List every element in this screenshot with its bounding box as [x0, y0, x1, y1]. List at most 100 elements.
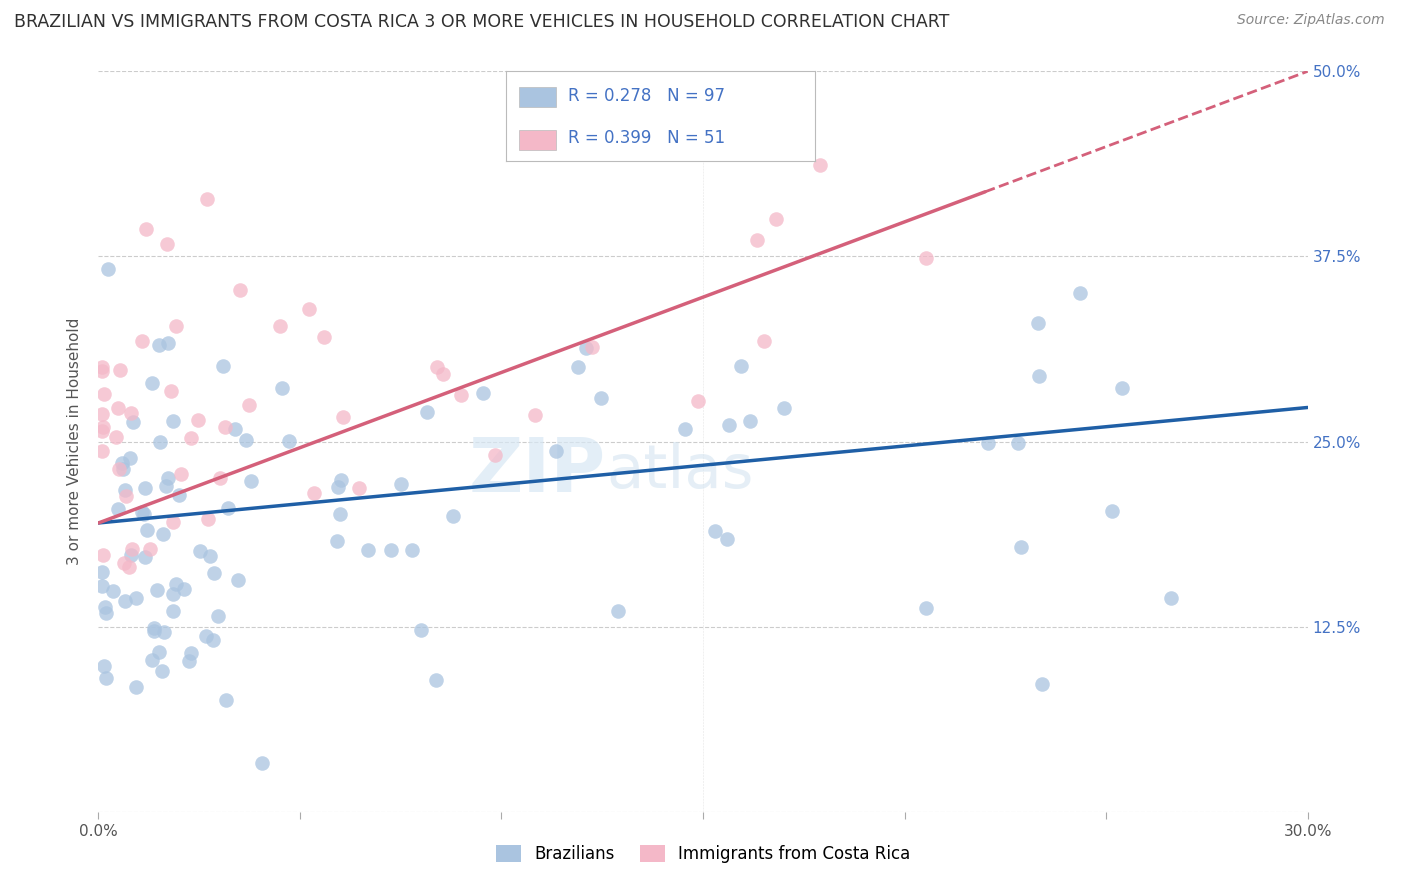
Point	[91, 407, 114, 421]
Point	[91, 565, 114, 579]
Point	[567, 359, 589, 374]
Point	[107, 401, 129, 416]
Point	[111, 462, 134, 476]
Point	[124, 681, 146, 695]
Point	[546, 443, 568, 458]
Point	[157, 470, 180, 484]
Point	[326, 480, 349, 494]
Point	[188, 543, 211, 558]
Point	[329, 507, 352, 521]
Point	[224, 422, 246, 436]
Point	[589, 391, 612, 405]
Point	[159, 384, 181, 399]
Point	[238, 398, 260, 412]
Point	[228, 283, 250, 297]
Point	[93, 658, 115, 673]
Text: R = 0.278   N = 97: R = 0.278 N = 97	[568, 87, 725, 105]
Point	[471, 386, 494, 401]
Point	[139, 541, 162, 556]
Point	[170, 467, 193, 482]
Point	[91, 579, 114, 593]
Point	[162, 604, 184, 618]
Point	[976, 435, 998, 450]
Point	[808, 158, 831, 172]
Point	[411, 624, 433, 638]
Point	[187, 413, 209, 427]
Point	[91, 548, 114, 562]
Point	[214, 419, 236, 434]
Point	[91, 359, 114, 374]
Point	[155, 236, 177, 251]
Point	[1111, 381, 1133, 395]
Point	[112, 556, 135, 570]
Point	[121, 541, 143, 556]
Point	[773, 401, 796, 416]
Point	[165, 318, 187, 333]
Point	[167, 488, 190, 502]
Point	[118, 451, 141, 466]
Text: BRAZILIAN VS IMMIGRANTS FROM COSTA RICA 3 OR MORE VEHICLES IN HOUSEHOLD CORRELAT: BRAZILIAN VS IMMIGRANTS FROM COSTA RICA …	[14, 13, 949, 31]
Point	[207, 609, 229, 624]
Point	[155, 479, 177, 493]
Point	[131, 334, 153, 348]
Point	[108, 363, 131, 377]
Point	[314, 330, 336, 344]
Point	[450, 388, 472, 402]
Point	[91, 424, 114, 438]
Point	[173, 582, 195, 596]
Point	[153, 624, 176, 639]
Point	[235, 434, 257, 448]
Point	[198, 549, 221, 564]
Point	[215, 693, 238, 707]
Point	[148, 337, 170, 351]
Point	[329, 473, 352, 487]
Point	[131, 506, 153, 520]
Point	[107, 502, 129, 516]
Point	[105, 430, 128, 444]
Point	[217, 501, 239, 516]
Point	[607, 604, 630, 618]
Point	[1026, 316, 1049, 330]
Point	[197, 511, 219, 525]
Point	[484, 448, 506, 462]
Point	[389, 477, 412, 491]
Point	[114, 483, 136, 497]
Point	[91, 444, 114, 458]
FancyBboxPatch shape	[519, 130, 555, 150]
Point	[134, 481, 156, 495]
Point	[148, 645, 170, 659]
Point	[1010, 541, 1032, 555]
Point	[91, 419, 114, 434]
Point	[298, 301, 321, 316]
Point	[96, 606, 118, 620]
Point	[754, 334, 776, 349]
Point	[94, 599, 117, 614]
Point	[143, 624, 166, 638]
Point	[575, 341, 598, 355]
Point	[162, 515, 184, 529]
Point	[152, 527, 174, 541]
Point	[326, 534, 349, 549]
Point	[195, 192, 218, 206]
Point	[1031, 677, 1053, 691]
Point	[914, 600, 936, 615]
Text: ZIP: ZIP	[470, 434, 606, 508]
Y-axis label: 3 or more Vehicles in Household: 3 or more Vehicles in Household	[67, 318, 83, 566]
Point	[793, 105, 815, 120]
Point	[718, 418, 741, 433]
Point	[94, 671, 117, 685]
Point	[1160, 591, 1182, 606]
Point	[716, 532, 738, 546]
Text: atlas: atlas	[606, 442, 754, 500]
Point	[165, 576, 187, 591]
Point	[416, 405, 439, 419]
Point	[747, 233, 769, 247]
Point	[765, 211, 787, 226]
Point	[125, 591, 148, 605]
Point	[1028, 368, 1050, 383]
Point	[180, 646, 202, 660]
Point	[1007, 436, 1029, 450]
Point	[135, 222, 157, 236]
Point	[93, 386, 115, 401]
Text: R = 0.399   N = 51: R = 0.399 N = 51	[568, 129, 725, 147]
